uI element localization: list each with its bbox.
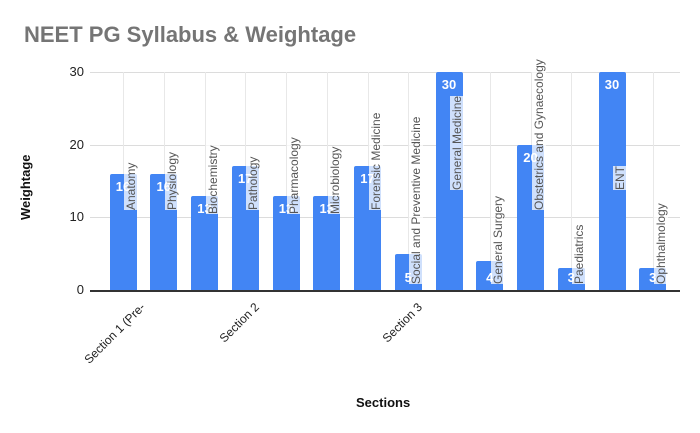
y-axis-label: Weightage <box>18 154 33 221</box>
bar-category-label: Physiology <box>164 151 179 210</box>
bar-value-label: 3 <box>558 270 585 285</box>
gridline-horizontal <box>90 217 680 219</box>
bar-value-label: 5 <box>395 270 422 285</box>
bar-category-label: Microbiology <box>327 146 342 214</box>
y-tick-label: 30 <box>69 64 84 79</box>
bar-value-label: 30 <box>441 77 457 92</box>
bar-category-label: General Medicine <box>450 95 464 190</box>
gridline-vertical <box>326 72 328 290</box>
bar-category-label: Biochemistry <box>205 144 220 214</box>
bar-category-label: Paediatrics <box>572 224 587 284</box>
bar-category-label: Ophthalmology <box>653 203 668 284</box>
gridline-vertical <box>286 72 287 290</box>
x-tick-label: Section 3 <box>379 300 425 346</box>
gridline-horizontal <box>90 72 680 73</box>
gridline-horizontal <box>90 144 680 146</box>
bar-category-label: Pharmacology <box>287 136 301 214</box>
bar-category-label: Obstetrics and Gynaecology <box>531 59 546 210</box>
bar-category-label: ENT <box>613 166 627 190</box>
bar-category-label: Social and Preventive Medicine <box>409 116 424 284</box>
x-axis-line <box>90 290 680 292</box>
bar-value-label: 3 <box>649 270 657 285</box>
bar-category-label: General Surgery <box>490 195 505 284</box>
bar-value-label: 30 <box>604 77 620 92</box>
chart-title: NEET PG Syllabus & Weightage <box>24 22 357 47</box>
bar-category-label: Anatomy <box>124 162 138 210</box>
x-tick-label: Section 1 (Pre- <box>81 300 149 367</box>
x-tick-label: Section 2 <box>216 300 262 346</box>
y-tick-label: 20 <box>69 136 84 152</box>
x-axis-label: Sections <box>356 395 411 410</box>
gridline-vertical <box>571 72 573 290</box>
gridline-vertical <box>204 72 206 290</box>
y-tick-label: 0 <box>76 282 84 297</box>
bar-value-label: 4 <box>486 270 494 285</box>
gridline-vertical <box>408 72 410 290</box>
gridline-vertical <box>489 72 491 290</box>
gridline-vertical <box>652 72 654 290</box>
bar-category-label: Forensic Medicine <box>368 112 383 210</box>
bar-category-label: Pathology <box>246 156 261 210</box>
y-tick-label: 10 <box>69 209 84 225</box>
